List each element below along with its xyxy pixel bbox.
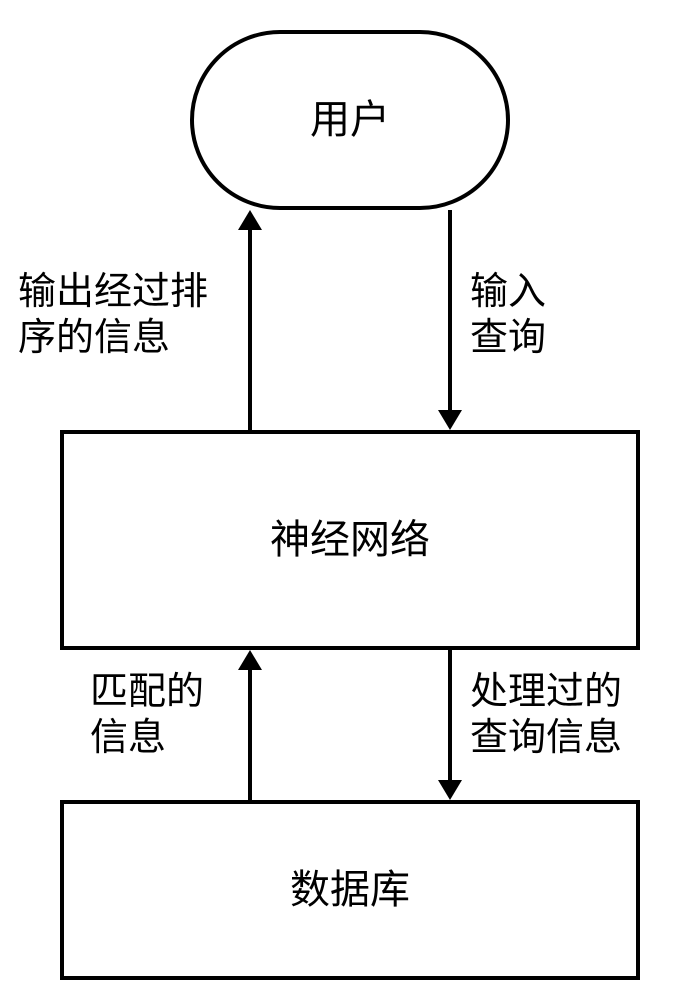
node-database: 数据库 bbox=[60, 800, 640, 980]
edge-label-matched-info: 匹配的 信息 bbox=[90, 670, 204, 761]
node-nn-label: 神经网络 bbox=[270, 516, 430, 564]
edge-label-input-query: 输入 查询 bbox=[470, 270, 546, 361]
edge-label-output-sorted: 输出经过排 序的信息 bbox=[18, 270, 208, 361]
node-user: 用户 bbox=[190, 30, 510, 210]
flowchart-canvas: 用户 神经网络 数据库 输出经过排 序的信息 输入 查询 匹配的 信息 处理过的… bbox=[0, 0, 690, 1000]
node-neural-network: 神经网络 bbox=[60, 430, 640, 650]
edge-label-processed-query: 处理过的 查询信息 bbox=[470, 670, 622, 761]
node-db-label: 数据库 bbox=[290, 866, 410, 914]
node-user-label: 用户 bbox=[310, 96, 390, 144]
